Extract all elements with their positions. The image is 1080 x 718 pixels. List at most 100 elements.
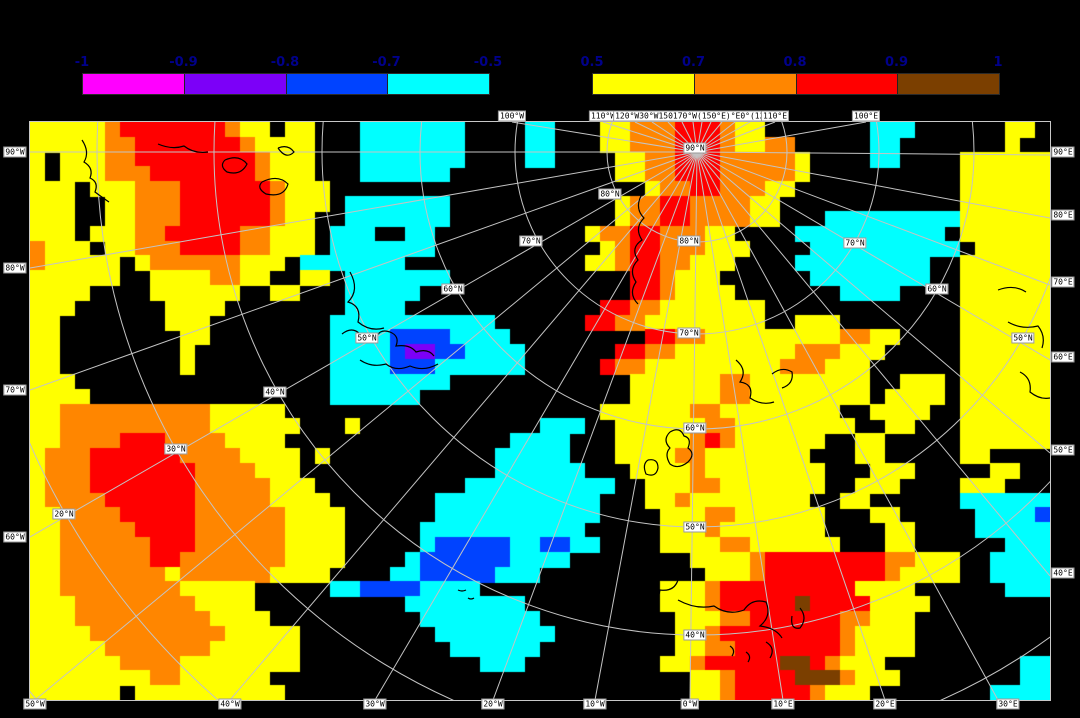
colorbar-negative-tick: -0.9 [169, 55, 198, 70]
colorbar-negative-tick: -0.7 [372, 55, 401, 70]
meridian-line [602, 122, 698, 153]
graticule-overlay [30, 122, 1050, 700]
coastline [346, 271, 385, 330]
colorbar-negative-tick: -1 [74, 55, 90, 70]
interior-lat-label: 50°N [683, 521, 707, 533]
meridian-line [229, 151, 698, 700]
coastline [277, 146, 295, 156]
colorbar-negative-tick: -0.8 [270, 55, 300, 70]
meridian-line [696, 151, 1050, 361]
latitude-circle [30, 690, 38, 700]
colorbar-positive-segment [593, 74, 695, 94]
interior-lat-label: 80°N [677, 235, 701, 247]
coastline [259, 177, 289, 196]
coastline [729, 645, 751, 663]
coastline [791, 607, 805, 629]
colorbar-positive-tick: 0.5 [580, 55, 604, 70]
latitude-circle [30, 442, 219, 700]
colorbar-positive [592, 73, 1000, 95]
edge-label-left: 90°W [3, 146, 27, 158]
coastline [811, 182, 831, 194]
edge-label-left: 70°W [3, 384, 27, 396]
meridian-line [696, 151, 1050, 577]
edge-label-top: 120°W30°W150170°W(150°E)°E0°(120°E [613, 110, 781, 122]
coastline [629, 569, 679, 603]
colorbar-negative [82, 73, 490, 95]
interior-lat-label: 70°N [677, 327, 701, 339]
edge-label-top: 100°E [851, 110, 881, 122]
colorbar-negative-segment [83, 74, 185, 94]
interior-lat-label: 40°N [683, 629, 707, 641]
edge-label-top: 110°E [760, 110, 790, 122]
colorbar-negative-segment [184, 74, 287, 94]
colorbar-positive-tick: 0.7 [681, 55, 706, 70]
meridian-line [696, 151, 1050, 219]
meridian-line [696, 122, 776, 153]
coastline [665, 429, 693, 468]
meridian-line [374, 151, 698, 700]
colorbar-negative-segment [388, 74, 489, 94]
meridian-line [696, 151, 1050, 286]
meridian-line [594, 151, 698, 700]
meridian-line [696, 151, 1050, 454]
meridian-line [696, 151, 886, 700]
meridian-line [30, 151, 698, 538]
coastline [81, 139, 110, 203]
coastline [735, 359, 775, 404]
interior-lat-label: 40°N [263, 386, 287, 398]
edge-label-right: 60°E [1051, 351, 1075, 363]
edge-label-bottom: 50°W [23, 698, 47, 710]
interior-lat-label: 60°N [441, 283, 465, 295]
meridian-line [511, 122, 698, 153]
interior-lat-label: 30°N [164, 443, 188, 455]
edge-label-top: 100°W [497, 110, 527, 122]
coastline [677, 599, 783, 639]
coastline [359, 359, 439, 370]
interior-lat-label: 20°N [52, 508, 76, 520]
coastline [771, 368, 793, 389]
edge-label-bottom: 0°W [680, 698, 700, 710]
edge-label-bottom: 30°E [996, 698, 1020, 710]
edge-label-right: 80°E [1051, 209, 1075, 221]
colorbar-positive-segment [694, 74, 797, 94]
edge-label-left: 80°W [3, 262, 27, 274]
coastline [643, 459, 659, 476]
edge-label-right: 40°E [1051, 567, 1075, 579]
correlation-raster [30, 122, 1050, 700]
meridian-line [30, 151, 698, 391]
coastline [765, 641, 773, 659]
edge-label-bottom: 20°W [481, 698, 505, 710]
interior-lat-label: 70°N [519, 235, 543, 247]
edge-label-bottom: 20°E [873, 698, 897, 710]
edge-label-right: 50°E [1051, 444, 1075, 456]
coastline [997, 286, 1027, 293]
coastline [221, 157, 248, 174]
interior-lat-label: 70°N [843, 237, 867, 249]
coastline [1007, 321, 1044, 349]
meridian-line [492, 151, 698, 700]
edge-label-right: 90°E [1051, 146, 1075, 158]
edge-label-left: 60°W [3, 531, 27, 543]
interior-lat-label: 90°N [683, 142, 707, 154]
colorbar-positive-segment [898, 74, 999, 94]
coastline [457, 589, 475, 600]
edge-label-bottom: 10°W [583, 698, 607, 710]
meridian-line [696, 151, 999, 700]
map-frame [29, 121, 1051, 701]
colorbar-positive-tick: 1 [993, 55, 1003, 70]
coastline [1019, 371, 1050, 399]
meridian-line [34, 151, 698, 700]
meridian-line [696, 151, 1050, 156]
interior-lat-label: 50°N [1011, 332, 1035, 344]
latitude-circle [96, 122, 1050, 700]
edge-label-bottom: 40°W [218, 698, 242, 710]
meridian-line [696, 122, 867, 153]
colorbar-positive-tick: 0.9 [884, 55, 909, 70]
coastline [157, 143, 209, 153]
coastline [631, 193, 645, 305]
coastline [835, 159, 851, 165]
interior-lat-label: 50°N [355, 332, 379, 344]
edge-label-right: 70°E [1051, 276, 1075, 288]
colorbar-positive-tick: 0.8 [783, 55, 807, 70]
